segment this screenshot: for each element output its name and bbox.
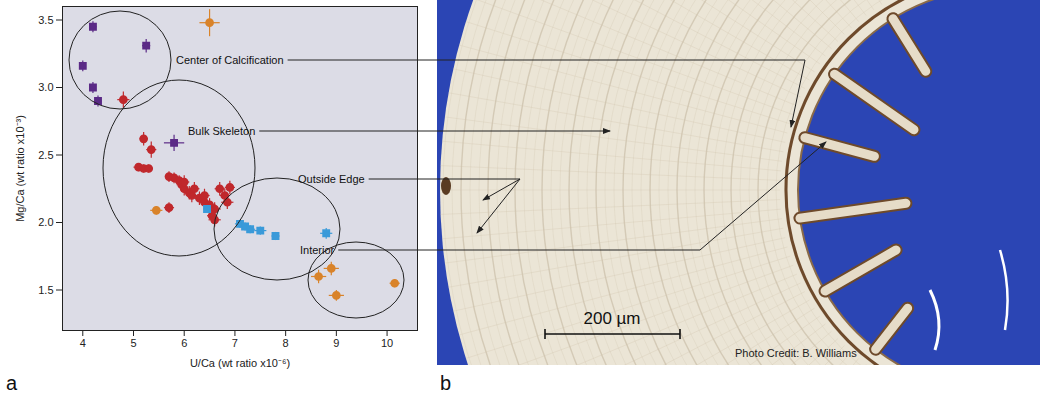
svg-text:5: 5	[130, 337, 136, 349]
svg-text:Photo Credit: B. Williams: Photo Credit: B. Williams	[735, 347, 857, 359]
svg-text:6: 6	[181, 337, 187, 349]
svg-text:9: 9	[333, 337, 339, 349]
svg-text:Mg/Ca (wt ratio x10⁻³): Mg/Ca (wt ratio x10⁻³)	[14, 115, 26, 222]
svg-text:Interior: Interior	[300, 244, 335, 256]
svg-text:7: 7	[232, 337, 238, 349]
svg-text:2.0: 2.0	[38, 216, 53, 228]
svg-text:4: 4	[80, 337, 86, 349]
svg-text:2.5: 2.5	[38, 149, 53, 161]
svg-text:200 µm: 200 µm	[583, 309, 640, 328]
svg-text:10: 10	[381, 337, 393, 349]
svg-text:Center of Calcification: Center of Calcification	[176, 54, 284, 66]
svg-text:Bulk Skeleton: Bulk Skeleton	[188, 125, 255, 137]
svg-text:Outside Edge: Outside Edge	[298, 173, 365, 185]
svg-text:3.5: 3.5	[38, 14, 53, 26]
svg-text:a: a	[6, 372, 18, 394]
svg-text:3.0: 3.0	[38, 81, 53, 93]
svg-text:b: b	[440, 372, 451, 394]
svg-text:U/Ca (wt ratio x10⁻⁶): U/Ca (wt ratio x10⁻⁶)	[190, 357, 290, 369]
svg-text:8: 8	[283, 337, 289, 349]
svg-text:1.5: 1.5	[38, 284, 53, 296]
